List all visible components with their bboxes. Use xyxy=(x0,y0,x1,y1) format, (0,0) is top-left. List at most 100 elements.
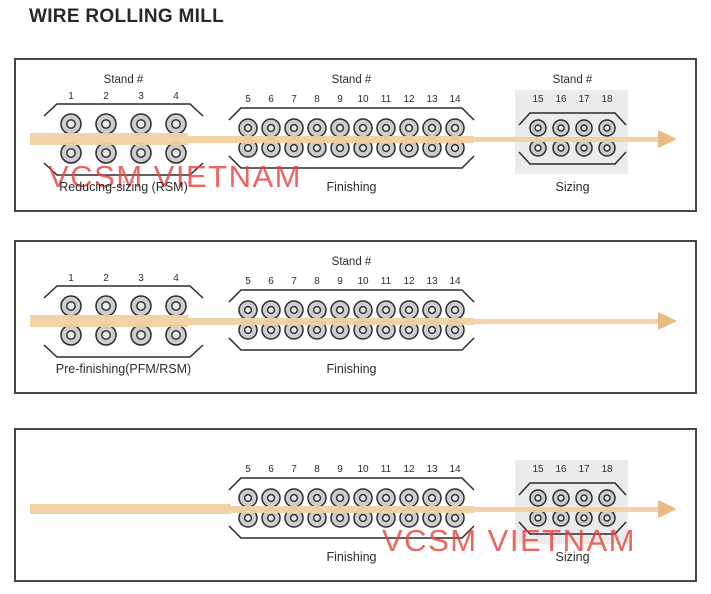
watermark: VCSM VIETNAM xyxy=(382,523,636,558)
stand-number: 12 xyxy=(403,94,415,105)
roll-bore xyxy=(312,325,322,335)
wire-path xyxy=(30,133,188,145)
stand-number: 3 xyxy=(138,91,144,102)
stand-number: 13 xyxy=(426,276,438,287)
roll-bore xyxy=(603,494,611,502)
mill-configuration-panel: 1 2 3 4 Pre-finishing(PFM/RSM) Stand #5 6 7 8 9 10… xyxy=(14,240,697,394)
stand-number: 16 xyxy=(555,94,567,105)
roll-bore xyxy=(335,493,345,503)
stand-number: 18 xyxy=(601,464,613,475)
stand-number: 4 xyxy=(173,91,179,102)
stand-number: 8 xyxy=(314,276,320,287)
guide-bracket-top xyxy=(518,482,627,496)
stand-number: 10 xyxy=(357,94,369,105)
roll-stands-drawing xyxy=(43,285,475,358)
roll-bore xyxy=(381,513,391,523)
stand-number-title: Stand # xyxy=(552,74,593,86)
roll-bore xyxy=(534,514,542,522)
group-label: Finishing xyxy=(326,180,377,194)
roll-bore xyxy=(243,123,253,133)
wire-path xyxy=(474,136,658,142)
roll-bore xyxy=(427,513,437,523)
group-label: Sizing xyxy=(555,550,590,564)
roll-bore xyxy=(557,124,565,132)
roll-bore xyxy=(171,148,181,158)
flow-arrow-head xyxy=(658,312,677,330)
group-label: Reducing-sizing (RSM) xyxy=(59,180,188,194)
page-title: WIRE ROLLING MILL xyxy=(29,6,225,27)
guide-bracket-bottom xyxy=(228,337,475,351)
roll-bore xyxy=(312,513,322,523)
stand-number-title: Stand # xyxy=(103,74,144,86)
roll-bore xyxy=(534,144,542,152)
stand-number: 6 xyxy=(268,276,274,287)
roll-bore xyxy=(603,514,611,522)
roll-bore xyxy=(404,513,414,523)
roll-bore xyxy=(450,143,460,153)
guide-bracket-top xyxy=(228,107,475,121)
stand-number: 15 xyxy=(532,94,544,105)
stand-number: 6 xyxy=(268,94,274,105)
roll-bore xyxy=(66,119,76,129)
stand-number-title: Stand # xyxy=(331,74,372,86)
roll-bore xyxy=(381,123,391,133)
roll-bore xyxy=(66,330,76,340)
stand-number: 7 xyxy=(291,464,297,475)
roll-bore xyxy=(450,493,460,503)
roll-bore xyxy=(557,494,565,502)
roll-bore xyxy=(603,144,611,152)
roll-bore xyxy=(404,493,414,503)
roll-bore xyxy=(101,301,111,311)
panel-canvas: 1 2 3 4 Pre-finishing(PFM/RSM) Stand #5 6 7 8 9 10… xyxy=(14,240,697,394)
stand-number: 9 xyxy=(337,276,343,287)
stand-number: 1 xyxy=(68,91,74,102)
roll-bore xyxy=(171,119,181,129)
roll-bore xyxy=(66,148,76,158)
roll-bore xyxy=(580,124,588,132)
stand-number: 3 xyxy=(138,273,144,284)
stand-number: 17 xyxy=(578,94,590,105)
roll-bore xyxy=(534,494,542,502)
roll-bore xyxy=(603,124,611,132)
wire-path xyxy=(188,317,474,325)
roll-bore xyxy=(404,325,414,335)
roll-bore xyxy=(335,143,345,153)
stand-number: 13 xyxy=(426,464,438,475)
guide-bracket-top xyxy=(518,112,627,126)
guide-bracket-top xyxy=(43,285,204,299)
roll-bore xyxy=(243,305,253,315)
roll-bore xyxy=(243,513,253,523)
roll-bore xyxy=(358,143,368,153)
stand-number: 14 xyxy=(449,464,461,475)
guide-bracket-bottom xyxy=(518,521,627,535)
roll-bore xyxy=(404,143,414,153)
roll-bore xyxy=(243,325,253,335)
stand-number: 11 xyxy=(380,94,392,105)
panel-canvas: Stand # 1 2 3 4 Reducing-sizing (RSM) Stand # 5… xyxy=(14,58,697,212)
roll-bore xyxy=(243,493,253,503)
roll-bore xyxy=(381,143,391,153)
roll-bore xyxy=(450,325,460,335)
roll-bore xyxy=(266,493,276,503)
roll-bore xyxy=(427,325,437,335)
stand-number: 5 xyxy=(245,94,251,105)
stand-number: 8 xyxy=(314,94,320,105)
stand-number: 12 xyxy=(403,276,415,287)
roll-bore xyxy=(427,305,437,315)
roll-bore xyxy=(335,513,345,523)
wire-path xyxy=(474,318,658,324)
roll-bore xyxy=(358,513,368,523)
stand-number: 9 xyxy=(337,94,343,105)
stand-number: 17 xyxy=(578,464,590,475)
roll-bore xyxy=(171,330,181,340)
stand-number: 1 xyxy=(68,273,74,284)
stand-number: 16 xyxy=(555,464,567,475)
roll-bore xyxy=(450,305,460,315)
stand-number: 9 xyxy=(337,464,343,475)
roll-bore xyxy=(312,143,322,153)
stand-number: 5 xyxy=(245,276,251,287)
flow-arrow-head xyxy=(658,500,677,518)
roll-bore xyxy=(289,123,299,133)
guide-bracket-top xyxy=(228,289,475,303)
roll-bore xyxy=(358,305,368,315)
